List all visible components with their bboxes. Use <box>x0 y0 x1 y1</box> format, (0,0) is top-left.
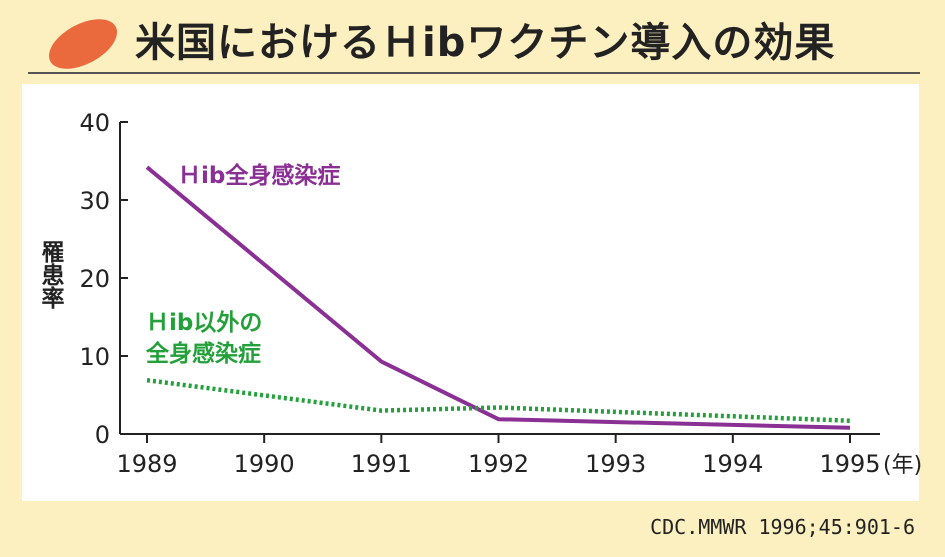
y-tick-label: 0 <box>95 421 110 449</box>
series-label-non-hib-line2: 全身感染症 <box>146 341 261 367</box>
page-title: 米国におけるＨibワクチン導入の効果 <box>135 20 836 66</box>
y-tick-label: 30 <box>79 187 110 215</box>
x-tick-label: 1995 <box>819 450 880 478</box>
y-tick-label: 20 <box>79 265 110 293</box>
header-divider <box>28 72 920 74</box>
header: 米国におけるＨibワクチン導入の効果 <box>0 0 945 80</box>
x-tick-label: 1991 <box>351 450 412 478</box>
series-line-hib <box>145 165 851 430</box>
y-tick-label: 10 <box>79 343 110 371</box>
y-axis-label: 罹患率 <box>37 240 63 309</box>
series-label-non-hib: Ｈib以外の 全身感染症 <box>146 308 262 370</box>
x-tick-label: 1989 <box>116 450 177 478</box>
x-axis-unit: (年) <box>883 453 922 478</box>
x-tick-label: 1994 <box>702 450 763 478</box>
x-tick-label: 1992 <box>468 450 529 478</box>
chart-panel <box>22 84 919 501</box>
series-label-non-hib-line1: Ｈib以外の <box>146 310 263 336</box>
y-tick-label: 40 <box>79 109 110 137</box>
series-label-hib: Ｈib全身感染症 <box>178 163 341 189</box>
series-line-non-hib <box>146 377 851 423</box>
x-tick-label: 1990 <box>234 450 295 478</box>
x-tick-label: 1993 <box>585 450 646 478</box>
source-citation: CDC.MMWR 1996;45:901-6 <box>650 515 915 539</box>
